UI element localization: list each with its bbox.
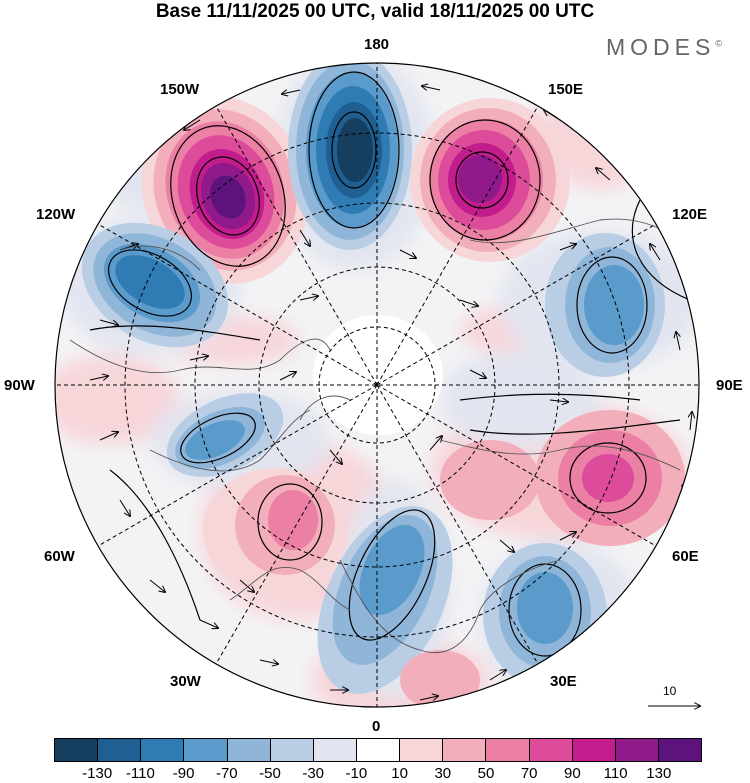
lon-label-180: 180 bbox=[364, 36, 390, 53]
colorbar-tick-label: -130 bbox=[82, 765, 113, 782]
colorbar-swatch bbox=[270, 739, 314, 761]
map-title: Base 11/11/2025 00 UTC, valid 18/11/2025… bbox=[155, 1, 595, 22]
lon-label-30e: 30E bbox=[550, 673, 577, 690]
polar-cap bbox=[313, 315, 443, 435]
colorbar-swatch bbox=[313, 739, 357, 761]
reference-vector-label: 10 bbox=[663, 684, 677, 698]
colorbar-tick-label: -70 bbox=[215, 765, 238, 782]
colorbar-swatch bbox=[658, 739, 702, 761]
anomaly-cell-positive-70e bbox=[535, 410, 685, 546]
anomaly-cell-positive-40e bbox=[440, 440, 540, 520]
anomaly-cell-positive-150e bbox=[410, 98, 570, 262]
lon-label-60e: 60E bbox=[672, 548, 699, 565]
colorbar-tick-label: 10 bbox=[391, 765, 408, 782]
brand-name: MODES bbox=[606, 34, 716, 60]
colorbar-swatch bbox=[529, 739, 573, 761]
colorbar-swatch bbox=[141, 739, 185, 761]
lon-label-0: 0 bbox=[372, 718, 381, 735]
lon-label-120w: 120W bbox=[36, 206, 76, 223]
colorbar-swatch bbox=[400, 739, 444, 761]
colorbar-tick-label: 70 bbox=[520, 765, 538, 782]
lon-label-90e: 90E bbox=[716, 377, 743, 394]
lon-label-120e: 120E bbox=[672, 206, 708, 223]
colorbar-tick-label: 110 bbox=[603, 765, 628, 782]
anomaly-cell-positive-15e bbox=[400, 650, 480, 707]
colorbar-swatch bbox=[98, 739, 142, 761]
map-border bbox=[54, 62, 700, 708]
colorbar-swatch bbox=[615, 739, 659, 761]
colorbar-swatch bbox=[572, 739, 616, 761]
colorbar-swatch bbox=[443, 739, 487, 761]
lon-label-150e: 150E bbox=[548, 81, 584, 98]
graticule bbox=[55, 63, 699, 707]
lon-label-90w: 90W bbox=[4, 377, 35, 394]
colorbar-tick-label: -30 bbox=[302, 765, 325, 782]
colorbar-swatch bbox=[486, 739, 530, 761]
streamlines bbox=[89, 71, 691, 657]
colorbar-tick-label: 90 bbox=[564, 765, 581, 782]
brand-logo: MODES© bbox=[606, 34, 722, 61]
anomaly-cell-negative-180 bbox=[288, 63, 412, 250]
lon-label-150w: 150W bbox=[160, 81, 200, 98]
colorbar-tick-label: -110 bbox=[125, 765, 155, 782]
colorbar-tick-label: -10 bbox=[345, 765, 368, 782]
colorbar bbox=[54, 738, 702, 762]
colorbar-swatch bbox=[184, 739, 228, 761]
colorbar-swatch bbox=[55, 739, 99, 761]
colorbar-tick-label: 130 bbox=[646, 765, 672, 782]
colorbar-tick-label: 50 bbox=[477, 765, 495, 782]
anomaly-cell-negative-0 bbox=[317, 506, 453, 694]
colorbar-tick-label: -50 bbox=[259, 765, 281, 782]
colorbar-swatch bbox=[227, 739, 271, 761]
colorbar-tick-label: 30 bbox=[434, 765, 452, 782]
lon-label-30w: 30W bbox=[170, 673, 201, 690]
brand-copyright-mark: © bbox=[715, 38, 722, 49]
lon-label-60w: 60W bbox=[44, 548, 75, 565]
map-disc bbox=[55, 63, 699, 707]
colorbar-swatch bbox=[356, 739, 401, 761]
colorbar-tick-label: -90 bbox=[172, 765, 195, 782]
anomaly-cell-positive-60w bbox=[203, 468, 347, 592]
